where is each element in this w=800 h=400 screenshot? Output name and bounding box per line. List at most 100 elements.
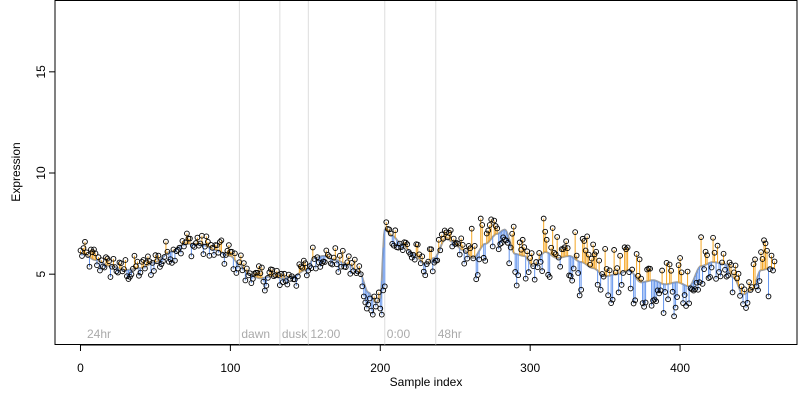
residual-segments	[79, 218, 776, 317]
data-point	[392, 227, 399, 234]
data-point	[669, 288, 676, 295]
data-point	[519, 236, 526, 243]
data-point	[378, 311, 385, 318]
data-point	[142, 265, 148, 272]
data-point	[759, 256, 766, 262]
data-point	[522, 275, 529, 282]
data-point	[746, 279, 752, 285]
x-axis: 0 100 200 300 400	[77, 344, 690, 375]
data-point	[226, 242, 232, 248]
data-point	[719, 259, 725, 266]
data-point	[471, 242, 478, 249]
data-point	[360, 293, 367, 300]
data-point	[504, 239, 511, 246]
data-point	[452, 241, 459, 247]
data-point	[528, 250, 535, 256]
data-point	[752, 256, 758, 263]
data-point	[437, 247, 444, 254]
data-point	[419, 253, 426, 260]
data-point	[333, 261, 340, 268]
data-point	[211, 252, 217, 258]
data-point	[275, 272, 282, 278]
data-point	[611, 247, 617, 253]
data-point	[461, 260, 468, 267]
data-point	[242, 277, 249, 284]
data-point	[692, 286, 698, 293]
data-point	[398, 244, 405, 250]
data-point	[609, 296, 616, 303]
x-axis-title: Sample index	[390, 375, 463, 389]
y-tick-label: 10	[34, 166, 48, 180]
data-point	[489, 243, 496, 250]
data-point	[209, 245, 216, 251]
data-point	[221, 261, 228, 267]
data-point	[263, 282, 270, 289]
data-point	[510, 223, 517, 230]
data-point	[297, 263, 304, 270]
data-point	[279, 279, 286, 285]
data-point	[654, 287, 661, 294]
data-point	[265, 274, 271, 281]
data-point	[572, 229, 578, 235]
data-point	[359, 283, 366, 290]
data-point	[642, 299, 649, 306]
data-point	[747, 287, 754, 293]
data-point	[521, 244, 528, 250]
data-point	[509, 230, 516, 237]
data-point	[677, 255, 683, 261]
data-point	[653, 298, 659, 305]
data-point	[546, 274, 553, 280]
data-point	[570, 265, 577, 272]
data-point	[399, 247, 406, 253]
data-point	[357, 271, 364, 278]
data-point	[158, 261, 165, 267]
data-point	[698, 234, 704, 240]
data-point	[375, 289, 382, 296]
data-point	[741, 286, 748, 293]
data-point	[755, 287, 761, 294]
data-point	[743, 305, 749, 311]
data-point	[417, 260, 424, 267]
data-point	[638, 275, 644, 282]
data-point	[762, 240, 769, 247]
data-point	[587, 261, 593, 268]
data-point	[618, 282, 625, 288]
data-point	[293, 283, 300, 289]
data-point	[256, 263, 262, 269]
data-point	[402, 239, 409, 246]
data-point	[696, 279, 703, 286]
data-point	[468, 225, 475, 232]
data-point	[332, 245, 339, 251]
data-point	[494, 225, 501, 232]
data-point	[260, 278, 267, 285]
data-point	[103, 254, 109, 261]
data-point	[85, 252, 91, 258]
data-point	[257, 270, 264, 277]
data-point	[525, 269, 532, 276]
data-point	[459, 241, 466, 248]
data-point	[428, 246, 435, 253]
data-point	[146, 258, 153, 265]
data-point	[348, 259, 355, 266]
data-point	[512, 269, 519, 275]
data-point	[214, 242, 220, 249]
data-point	[666, 261, 673, 268]
data-point	[485, 227, 492, 234]
data-point	[187, 235, 193, 242]
data-point	[479, 222, 486, 228]
data-point	[735, 270, 742, 277]
data-point	[294, 273, 301, 280]
data-point	[229, 248, 235, 255]
data-point	[555, 254, 562, 261]
data-point	[381, 283, 388, 290]
data-point	[671, 313, 677, 320]
data-point	[506, 260, 513, 267]
data-point	[480, 254, 487, 261]
data-point	[537, 258, 544, 265]
data-point	[738, 283, 745, 290]
data-point	[244, 265, 250, 272]
data-point	[605, 292, 611, 299]
y-tick-label: 5	[34, 271, 48, 278]
x-tick-label: 300	[520, 361, 540, 375]
